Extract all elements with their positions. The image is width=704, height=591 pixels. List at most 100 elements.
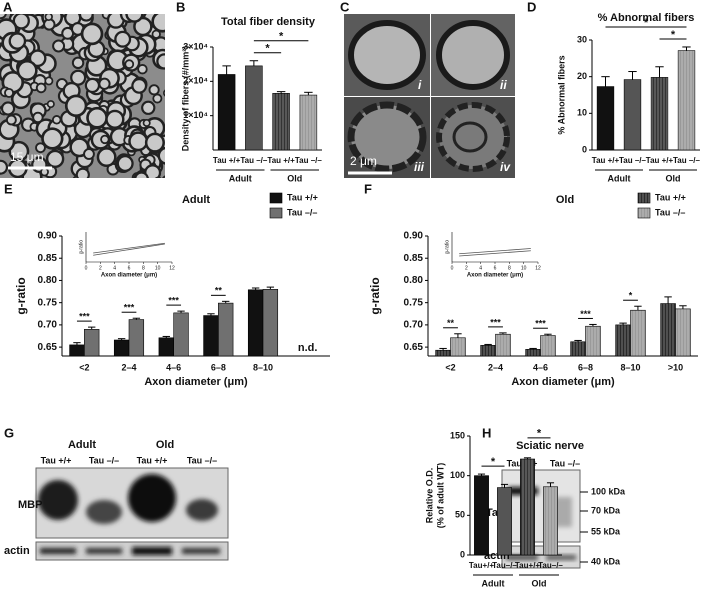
y-tick-label: 0.90: [38, 231, 58, 242]
panel-letter: G: [4, 425, 14, 440]
legend-swatch: [637, 207, 651, 219]
x-tick-label: <2: [445, 362, 455, 372]
fiber: [98, 77, 111, 90]
band: [546, 555, 576, 560]
inset-y-label: g-ratio: [78, 240, 84, 254]
x-tick-label: 2–4: [488, 362, 503, 372]
bar: [677, 50, 696, 151]
fiber: [133, 16, 153, 37]
y-tick-label: 10: [577, 108, 587, 118]
fiber: [0, 159, 9, 175]
bar: [480, 345, 496, 357]
bar: [675, 308, 691, 357]
inset-x-tick-label: 2: [465, 265, 468, 271]
fiber: [51, 115, 62, 125]
fiber: [96, 147, 117, 168]
bar: [543, 486, 558, 556]
band: [186, 499, 218, 521]
error-bar: [619, 322, 627, 325]
x-tick-label: Tau –/–: [240, 156, 268, 165]
lane-label: Tau +/+: [137, 455, 168, 465]
chart-title: Total fiber density: [221, 16, 316, 28]
significance-label: **: [447, 318, 455, 328]
y-tick-label: 150: [450, 430, 465, 440]
y-axis-label: (% of adult WT): [435, 463, 445, 528]
y-tick-label: 20: [577, 71, 587, 81]
error-bar: [222, 65, 231, 75]
significance-label: ***: [580, 309, 591, 319]
fiber: [46, 100, 55, 109]
bar: [570, 341, 586, 357]
bar: [650, 77, 669, 151]
x-tick-label: <2: [79, 362, 89, 372]
blot-row-label: actin: [4, 545, 30, 557]
panel-letter: B: [176, 0, 185, 14]
chart-title: Old: [556, 194, 574, 206]
y-axis-label: % Abnormal fibers: [556, 55, 566, 134]
bar: [596, 86, 615, 151]
fiber: [0, 101, 16, 116]
y-tick-label: 0.90: [404, 231, 424, 242]
group-label: Old: [287, 173, 302, 183]
bar: [450, 337, 466, 357]
error-bar: [439, 347, 447, 351]
fiber: [100, 134, 110, 145]
inset-x-tick-label: 8: [508, 265, 511, 271]
fiber: [80, 22, 104, 46]
error-bar: [249, 60, 259, 66]
inset-line: [93, 243, 165, 256]
error-bar: [132, 317, 141, 320]
legend-label: Tau +/+: [287, 192, 318, 202]
group-label: Adult: [229, 173, 252, 183]
fiber: [78, 14, 94, 22]
bar: [128, 319, 145, 357]
fiber: [154, 176, 162, 178]
fiber: [8, 32, 27, 50]
x-tick-label: Tau–/–: [538, 561, 563, 570]
inset-line: [93, 242, 165, 254]
error-bar: [207, 313, 215, 316]
micrograph-c: [344, 14, 515, 178]
bar: [474, 475, 489, 556]
quadrant-label: iii: [414, 160, 425, 174]
x-axis-label: Axon diameter (μm): [511, 376, 615, 388]
panel-letter: F: [364, 181, 372, 196]
bar: [158, 337, 174, 357]
x-tick-label: Tau +/+: [213, 156, 241, 165]
bar: [630, 309, 646, 357]
band: [506, 555, 538, 560]
axon: [436, 102, 510, 172]
error-bar: [679, 305, 687, 309]
error-bar: [589, 323, 597, 327]
fiber: [163, 89, 165, 97]
x-tick-label: 4–6: [533, 362, 548, 372]
x-tick-label: Tau+/+: [469, 561, 495, 570]
bar: [615, 324, 631, 357]
y-tick-label: 50: [455, 510, 465, 520]
x-tick-label: >10: [668, 362, 683, 372]
bar: [247, 289, 264, 357]
group-label: Adult: [482, 578, 505, 588]
fiber: [134, 171, 149, 178]
bar: [623, 79, 642, 151]
significance-label: ***: [535, 319, 546, 329]
x-tick-label: Tau +/+: [646, 156, 674, 165]
inset-x-tick-label: 8: [142, 265, 145, 271]
y-tick-label: 0.85: [404, 253, 424, 264]
scale-bar-label: 2 μm: [350, 154, 377, 168]
bar: [540, 335, 556, 357]
marker-label: 55 kDa: [591, 526, 621, 536]
fiber: [45, 149, 65, 169]
group-label: Old: [666, 173, 681, 183]
y-tick-label: 0: [460, 549, 465, 559]
significance-label: *: [671, 29, 676, 41]
legend-label: Tau +/+: [655, 192, 686, 202]
fiber: [75, 167, 90, 178]
panel-letter: C: [340, 0, 350, 14]
x-tick-label: 8–10: [620, 362, 640, 372]
error-bar: [546, 482, 555, 487]
fiber: [71, 56, 85, 70]
legend-label: Tau –/–: [655, 207, 685, 217]
y-tick-label: 0.85: [38, 253, 58, 264]
